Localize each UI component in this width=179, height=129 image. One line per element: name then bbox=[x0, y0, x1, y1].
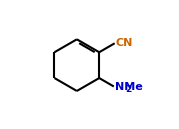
Text: 2: 2 bbox=[125, 85, 132, 94]
Text: CN: CN bbox=[116, 38, 133, 48]
Text: NMe: NMe bbox=[115, 82, 143, 91]
